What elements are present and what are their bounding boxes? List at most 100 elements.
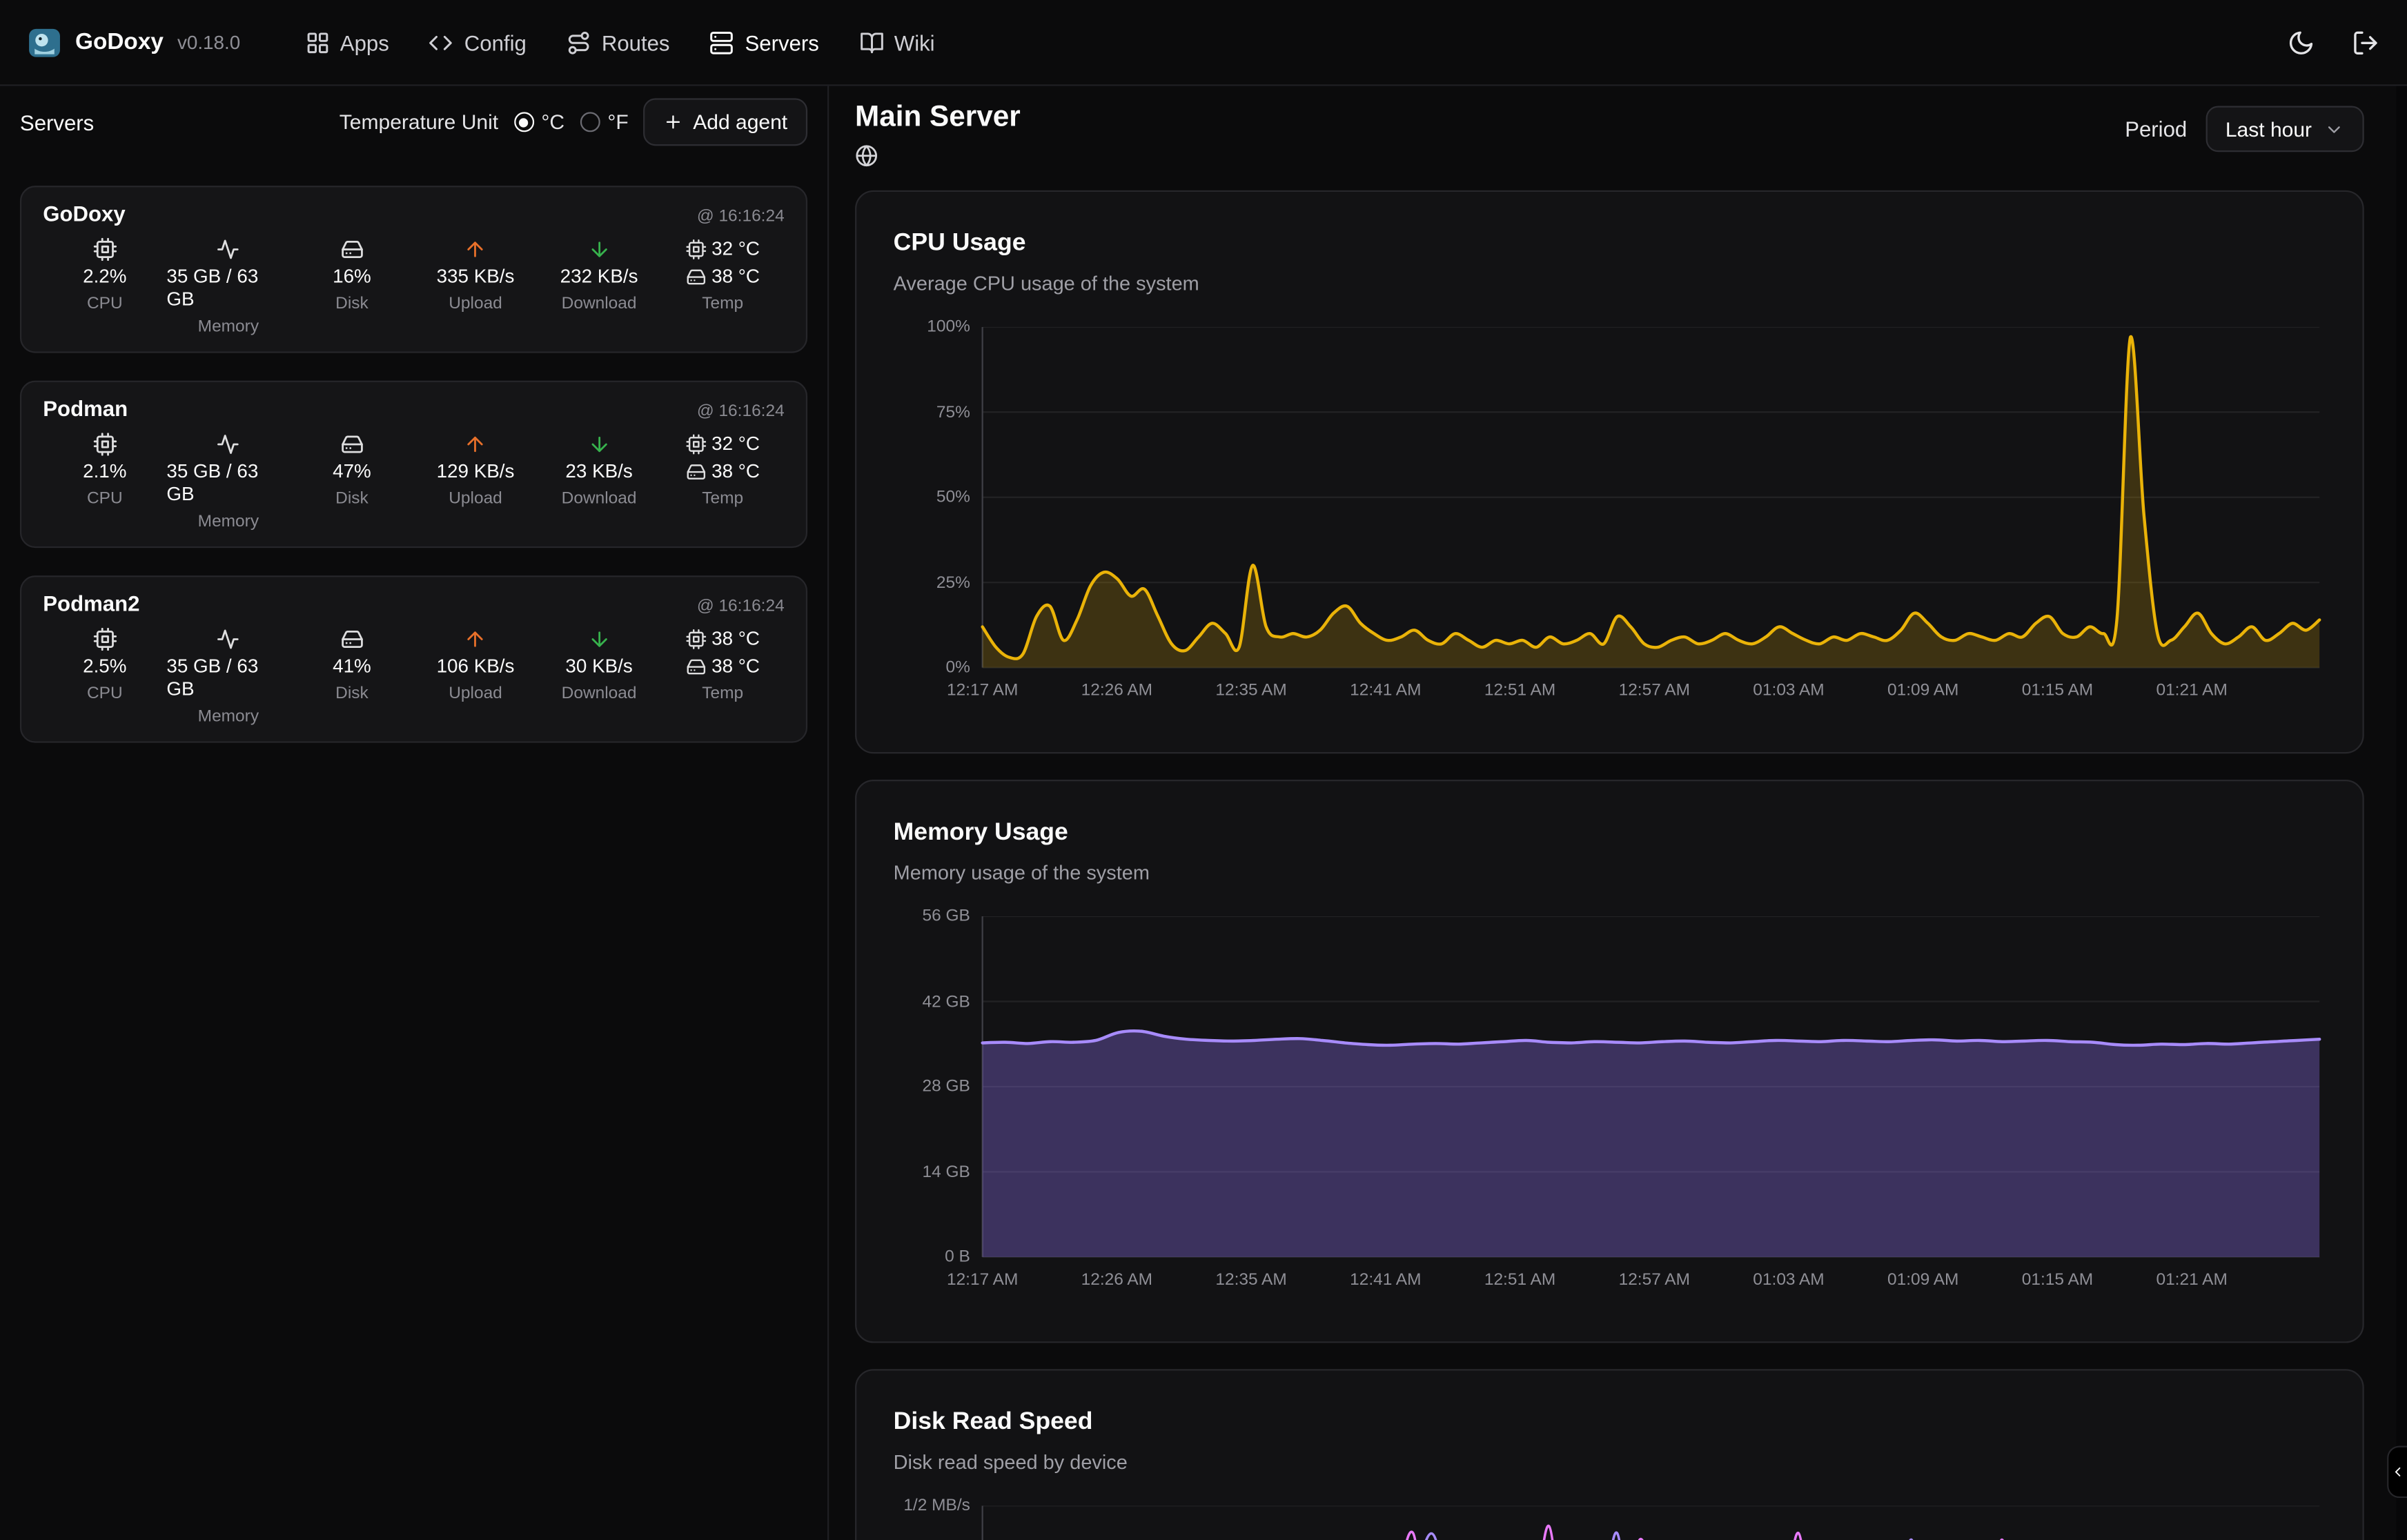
activity-icon bbox=[217, 238, 239, 261]
server-card-header: Podman @ 16:16:24 bbox=[43, 396, 784, 421]
temp-disk-value: 38 °C bbox=[711, 655, 760, 678]
cpu-icon bbox=[93, 627, 117, 651]
cpu-usage-card: CPU Usage Average CPU usage of the syste… bbox=[855, 190, 2364, 754]
upload-label: Upload bbox=[449, 489, 502, 509]
x-axis-tick: 01:03 AM bbox=[1753, 681, 1825, 700]
add-agent-button[interactable]: Add agent bbox=[644, 98, 808, 146]
server-card-podman2[interactable]: Podman2 @ 16:16:24 2.5% CPU 35 GB / 63 G… bbox=[19, 575, 808, 743]
cpu-value: 2.1% bbox=[83, 460, 127, 482]
moon-icon bbox=[2287, 28, 2315, 56]
y-axis-tick: 56 GB bbox=[922, 907, 970, 926]
download-label: Download bbox=[561, 295, 637, 313]
arrow-up-icon bbox=[464, 433, 487, 455]
download-label: Download bbox=[561, 489, 637, 509]
x-axis-tick: 12:57 AM bbox=[1618, 1270, 1690, 1290]
temp-cpu-row: 32 °C bbox=[685, 433, 760, 455]
globe-icon bbox=[855, 144, 878, 167]
temp-cpu-row: 38 °C bbox=[685, 628, 760, 651]
chart-canvas bbox=[981, 916, 2321, 1258]
radio-fahrenheit-label: °F bbox=[607, 110, 629, 134]
x-axis-tick: 12:41 AM bbox=[1350, 1270, 1422, 1290]
logout-button[interactable] bbox=[2352, 28, 2379, 56]
x-axis-tick: 01:15 AM bbox=[2021, 1270, 2094, 1290]
x-axis-tick: 12:17 AM bbox=[946, 1270, 1019, 1290]
server-url-button[interactable] bbox=[855, 144, 878, 167]
stat-memory: 35 GB / 63 GB Memory bbox=[166, 433, 290, 531]
theme-toggle-button[interactable] bbox=[2287, 28, 2315, 56]
radio-fahrenheit[interactable]: °F bbox=[580, 110, 629, 134]
server-card-godoxy[interactable]: GoDoxy @ 16:16:24 2.2% CPU 35 GB / 63 GB… bbox=[19, 186, 808, 353]
disk-label: Disk bbox=[335, 684, 369, 703]
arrow-down-icon bbox=[587, 628, 610, 651]
x-axis-tick: 01:09 AM bbox=[1887, 1270, 1959, 1290]
stat-download: 232 KB/s Download bbox=[538, 238, 661, 336]
x-axis-tick: 01:15 AM bbox=[2021, 681, 2094, 700]
chart-title: Memory Usage bbox=[893, 819, 1068, 846]
memory-label: Memory bbox=[197, 512, 259, 531]
memory-usage-card: Memory Usage Memory usage of the system … bbox=[855, 780, 2364, 1343]
activity-icon bbox=[217, 628, 239, 651]
x-axis-tick: 01:21 AM bbox=[2156, 681, 2228, 700]
x-axis-tick: 12:17 AM bbox=[946, 681, 1019, 700]
server-timestamp: @ 16:16:24 bbox=[696, 597, 785, 616]
x-axis-tick: 01:03 AM bbox=[1753, 1270, 1825, 1290]
radio-celsius-label: °C bbox=[541, 110, 565, 134]
x-axis-tick: 12:35 AM bbox=[1215, 681, 1287, 700]
brand: GoDoxy v0.18.0 bbox=[28, 26, 240, 59]
temp-disk-value: 38 °C bbox=[711, 265, 760, 287]
hard-drive-icon bbox=[340, 628, 363, 651]
chart-subtitle: Memory usage of the system bbox=[893, 860, 1150, 885]
logout-icon bbox=[2352, 28, 2379, 56]
disk-value: 47% bbox=[333, 460, 371, 482]
temp-cpu-value: 32 °C bbox=[711, 433, 760, 455]
godoxy-logo bbox=[28, 26, 61, 59]
server-stats: 2.5% CPU 35 GB / 63 GB Memory 41% Disk bbox=[43, 627, 784, 726]
disk-value: 41% bbox=[333, 655, 371, 678]
x-axis-tick: 12:41 AM bbox=[1350, 681, 1422, 700]
x-axis-tick: 01:21 AM bbox=[2156, 1270, 2228, 1290]
memory-usage-chart[interactable]: 0 B 14 GB 28 GB 42 GB 56 GB 12:17 AM 12:26 AM 1… bbox=[894, 907, 2326, 1309]
stat-download: 23 KB/s Download bbox=[538, 433, 661, 531]
server-card-header: GoDoxy @ 16:16:24 bbox=[43, 201, 784, 226]
hard-drive-icon bbox=[340, 433, 363, 455]
period-select[interactable]: Last hour bbox=[2205, 106, 2364, 152]
server-card-podman[interactable]: Podman @ 16:16:24 2.1% CPU 35 GB / 63 GB… bbox=[19, 380, 808, 549]
temp-cpu-row: 32 °C bbox=[685, 238, 760, 261]
arrow-up-icon bbox=[464, 628, 487, 651]
nav-item-wiki[interactable]: Wiki bbox=[859, 30, 935, 55]
right-rail bbox=[2396, 86, 2407, 1540]
brand-name: GoDoxy bbox=[75, 29, 164, 56]
stat-memory: 35 GB / 63 GB Memory bbox=[166, 628, 290, 726]
route-icon bbox=[567, 30, 591, 55]
upload-label: Upload bbox=[449, 684, 502, 703]
chart-canvas bbox=[981, 326, 2321, 669]
download-value: 232 KB/s bbox=[560, 265, 638, 287]
panel-collapse-handle[interactable] bbox=[2387, 1445, 2407, 1499]
nav-item-config[interactable]: Config bbox=[429, 30, 527, 55]
cpu-icon bbox=[685, 239, 706, 259]
stat-cpu: 2.5% CPU bbox=[43, 627, 166, 726]
code-icon bbox=[429, 30, 454, 55]
nav-label-servers: Servers bbox=[745, 30, 819, 55]
y-axis-tick: 0% bbox=[945, 658, 970, 678]
radio-celsius-control[interactable] bbox=[513, 112, 534, 132]
chart-canvas bbox=[981, 1506, 2320, 1540]
cpu-usage-chart[interactable]: 0% 25% 50% 75% 100% 12:17 AM 12:26 AM 12:35 AM 1… bbox=[894, 317, 2326, 720]
main-title-block: Main Server bbox=[855, 101, 1021, 167]
chart-title: CPU Usage bbox=[893, 230, 1026, 257]
disk-value: 16% bbox=[333, 265, 371, 287]
radio-celsius[interactable]: °C bbox=[513, 110, 565, 134]
cpu-label: CPU bbox=[86, 489, 123, 509]
nav-item-routes[interactable]: Routes bbox=[567, 30, 670, 55]
nav-item-servers[interactable]: Servers bbox=[709, 30, 819, 55]
nav-label-config: Config bbox=[464, 30, 527, 55]
arrow-down-icon bbox=[587, 433, 610, 455]
upload-value: 106 KB/s bbox=[436, 655, 515, 678]
x-axis-tick: 12:57 AM bbox=[1618, 681, 1690, 700]
nav-item-apps[interactable]: Apps bbox=[305, 30, 389, 55]
servers-sidebar: Servers Temperature Unit °C °F Add agent bbox=[0, 86, 829, 1540]
download-label: Download bbox=[561, 684, 637, 703]
radio-fahrenheit-control[interactable] bbox=[580, 112, 600, 132]
